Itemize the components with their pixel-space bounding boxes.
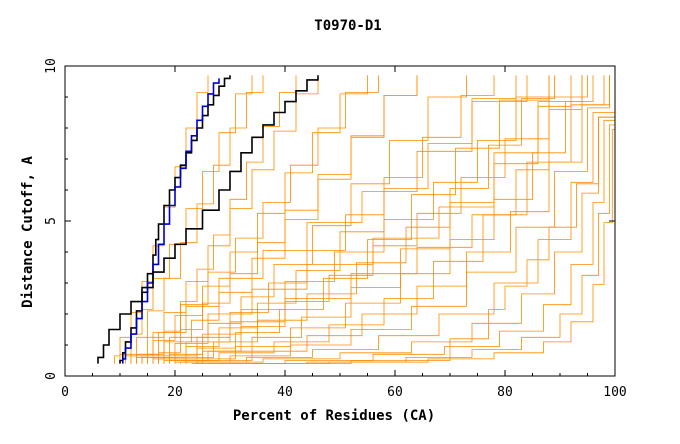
y-axis-label: Distance Cutoff, A: [20, 156, 36, 308]
model-line-30: [202, 75, 588, 364]
model-line-12: [180, 75, 616, 364]
x-axis-ticks: 0 20 40 60 80 100: [61, 66, 627, 400]
x-tick-label: 40: [277, 385, 293, 400]
highlighted-model-lines: [97, 75, 319, 364]
model-line-15: [197, 75, 616, 364]
model-line-5: [141, 75, 418, 364]
model-line-22: [136, 75, 379, 364]
y-axis-ticks: 0 5 10: [44, 58, 615, 380]
model-line-21: [147, 75, 297, 364]
model-line-13: [185, 75, 616, 364]
x-tick-label: 80: [497, 385, 513, 400]
model-line-2: [125, 75, 264, 364]
model-line-6: [147, 75, 467, 364]
y-tick-label: 5: [44, 217, 59, 225]
model-line-11: [174, 75, 610, 364]
x-tick-label: 60: [387, 385, 403, 400]
model-line-25: [185, 75, 594, 364]
model-line-14: [191, 75, 616, 364]
background-model-lines: [114, 75, 616, 364]
model-line-27: [158, 75, 418, 364]
model-line-3: [130, 75, 319, 364]
y-tick-label: 0: [44, 372, 59, 380]
model-line-28: [196, 75, 610, 364]
y-tick-label: 10: [44, 58, 59, 74]
highlight-line-2: [122, 78, 220, 364]
model-line-18: [130, 75, 528, 364]
model-line-17: [219, 75, 616, 364]
chart-title: T0970-D1: [314, 18, 381, 34]
model-line-29: [169, 75, 550, 364]
x-tick-label: 20: [167, 385, 183, 400]
model-line-9: [163, 75, 583, 364]
x-tick-label: 0: [61, 385, 69, 400]
model-line-23: [163, 75, 495, 364]
model-line-4: [136, 75, 368, 364]
highlight-line-3: [97, 75, 319, 364]
model-line-24: [174, 75, 555, 364]
model-line-19: [141, 75, 572, 364]
x-tick-label: 100: [603, 385, 626, 400]
x-axis-label: Percent of Residues (CA): [233, 408, 435, 424]
